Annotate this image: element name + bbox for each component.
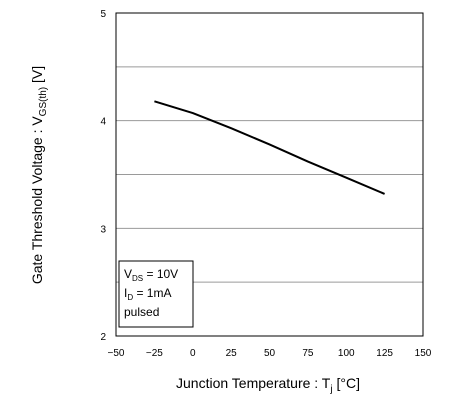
x-tick-label-5: 75 (302, 348, 314, 359)
condition-vds-symbol: V (124, 267, 132, 281)
y-tick-label-0: 2 (100, 332, 106, 343)
x-axis-label: Junction Temperature : Tj [°C] (176, 375, 360, 395)
x-tick-label-1: −25 (146, 348, 163, 359)
x-tick-label-4: 50 (264, 348, 276, 359)
condition-id-value: = 1mA (133, 286, 171, 300)
series-group (154, 100, 385, 195)
x-tick-labels: −50 −25 0 25 50 75 100 125 150 (108, 348, 432, 359)
conditions-box-frame (118, 260, 194, 328)
condition-id-subscript: D (127, 293, 133, 302)
y-axis-label-subscript: GS(th) (38, 87, 49, 116)
condition-id-symbol: I (124, 286, 127, 300)
series-line-0 (154, 100, 385, 195)
x-axis-label-main: Junction Temperature : T (176, 375, 331, 391)
y-tick-labels: 2 3 4 5 (100, 9, 106, 343)
y-axis-label-main: Gate Threshold Voltage : V (29, 116, 45, 285)
x-axis-label-unit: [°C] (333, 375, 360, 391)
condition-vds: VDS = 10V (124, 267, 178, 283)
condition-vds-value: = 10V (143, 267, 178, 281)
y-axis-label-unit: [V] (29, 66, 45, 87)
x-tick-label-2: 0 (190, 348, 196, 359)
x-axis-label-subscript: j (329, 384, 332, 395)
y-tick-label-3: 5 (100, 9, 106, 20)
condition-pulsed-text: pulsed (124, 305, 159, 319)
x-tick-label-8: 150 (415, 348, 432, 359)
x-tick-label-3: 25 (226, 348, 238, 359)
condition-pulsed: pulsed (124, 305, 159, 319)
y-tick-label-1: 3 (100, 224, 106, 235)
x-tick-label-7: 125 (376, 348, 393, 359)
plot-frame (115, 12, 424, 337)
x-tick-label-6: 100 (338, 348, 355, 359)
condition-vds-subscript: DS (132, 274, 143, 283)
y-axis-label: Gate Threshold Voltage : VGS(th) [V] (29, 66, 49, 284)
condition-id: ID = 1mA (124, 286, 171, 302)
conditions-box: VDS = 10V ID = 1mA pulsed (118, 260, 194, 328)
x-tick-label-0: −50 (108, 348, 125, 359)
y-tick-label-2: 4 (100, 117, 106, 128)
